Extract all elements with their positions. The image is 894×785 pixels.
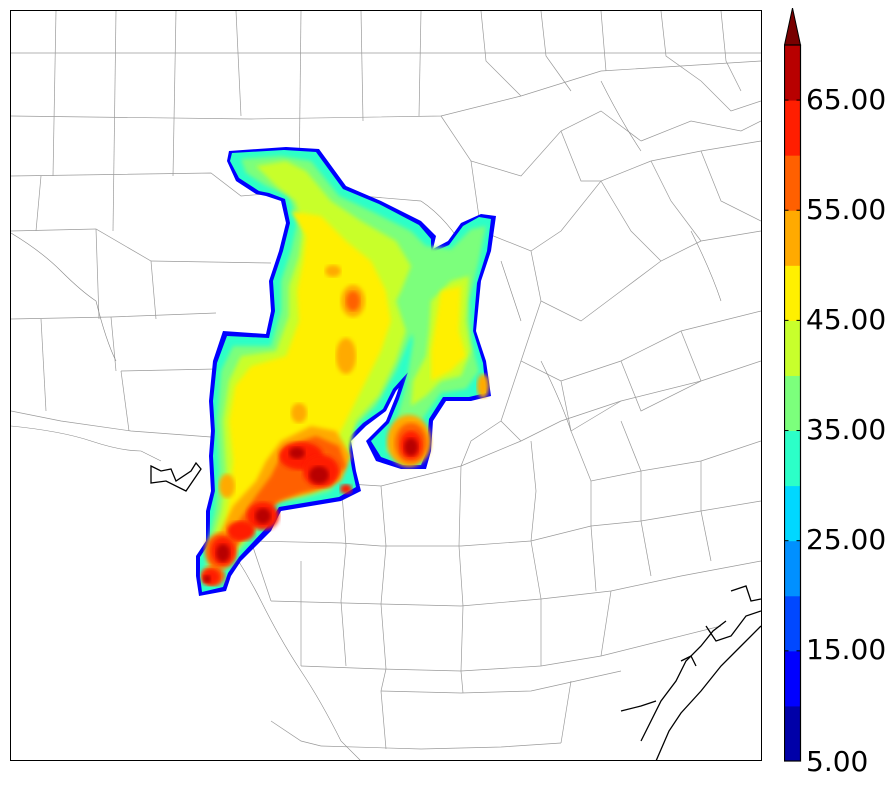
map-panel bbox=[10, 10, 762, 761]
colorbar-tick-label: 15.00 bbox=[806, 633, 887, 666]
colorbar-band bbox=[784, 320, 801, 376]
colorbar-tick-label: 65.00 bbox=[806, 83, 887, 116]
colorbar-band bbox=[784, 265, 801, 321]
colorbar-extend-arrow bbox=[784, 8, 802, 46]
colorbar-band bbox=[784, 210, 801, 266]
colorbar-tick-label: 55.00 bbox=[806, 193, 887, 226]
colorbar-band bbox=[784, 540, 801, 597]
coastline bbox=[150, 461, 761, 760]
colorbar-band bbox=[784, 375, 801, 432]
colorbar-tick-label: 5.00 bbox=[806, 745, 869, 778]
colorbar-band bbox=[784, 705, 801, 762]
colorbar-band bbox=[784, 45, 801, 101]
colorbar-band bbox=[784, 485, 801, 542]
colorbar-band bbox=[784, 100, 801, 156]
colorbar bbox=[784, 8, 802, 762]
map-canvas bbox=[11, 11, 761, 760]
county-boundaries bbox=[11, 11, 761, 750]
colorbar-band bbox=[784, 430, 801, 487]
colorbar-bands bbox=[784, 8, 802, 762]
colorbar-tick-label: 45.00 bbox=[806, 303, 887, 336]
colorbar-band bbox=[784, 155, 801, 211]
colorbar-tick-label: 25.00 bbox=[806, 523, 887, 556]
colorbar-tick-label: 35.00 bbox=[806, 413, 887, 446]
colorbar-band bbox=[784, 595, 801, 652]
colorbar-frame bbox=[784, 44, 802, 762]
radar-field bbox=[196, 147, 496, 596]
colorbar-band bbox=[784, 650, 801, 707]
